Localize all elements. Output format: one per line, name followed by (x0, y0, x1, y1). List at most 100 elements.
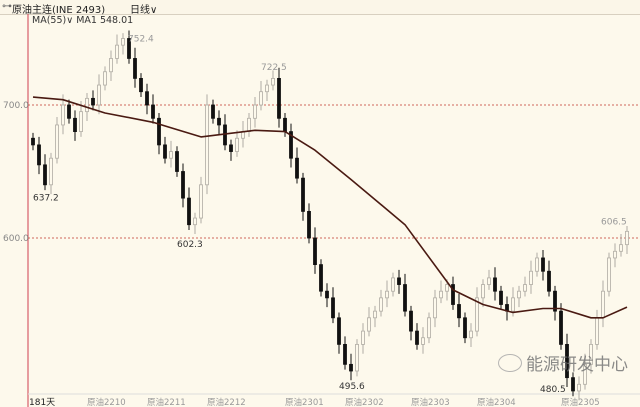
candle-up (373, 310, 377, 319)
candle-down (301, 177, 305, 212)
watermark: 能源研发中心 (498, 350, 628, 375)
candle-down (343, 343, 347, 365)
candle-up (271, 78, 275, 86)
x-tick-label: 原油2301 (285, 397, 324, 407)
candle-up (55, 124, 59, 159)
x-tick-label: 原油2305 (561, 397, 600, 407)
candle-up (355, 343, 359, 372)
indicator-legend: MA(55)∨ MA1 548.01 (32, 15, 133, 26)
candle-down (451, 284, 455, 305)
candle-down (397, 277, 401, 285)
price-annotation: 722.5 (261, 63, 287, 73)
candle-down (283, 117, 287, 133)
candle-down (337, 317, 341, 345)
candle-down (181, 171, 185, 199)
candle-down (133, 58, 137, 79)
candle-down (493, 277, 497, 292)
candle-up (475, 297, 479, 332)
y-tick-label: 600.0 (3, 234, 29, 244)
candle-down (145, 91, 149, 106)
candle-down (415, 330, 419, 345)
candle-up (445, 284, 449, 292)
candle-down (313, 237, 317, 266)
candle-up (523, 284, 527, 292)
candle-up (589, 343, 593, 365)
candle-up (577, 383, 581, 392)
candle-down (139, 78, 143, 93)
price-annotation: 602.3 (177, 240, 203, 250)
candle-down (37, 144, 41, 166)
candle-down (295, 157, 299, 179)
candle-down (31, 137, 35, 146)
candle-down (217, 117, 221, 126)
candle-up (601, 290, 605, 319)
candle-down (349, 363, 353, 372)
candle-up (199, 184, 203, 219)
candle-up (421, 337, 425, 345)
x-tick-label: 原油2304 (477, 397, 516, 407)
candle-up (511, 297, 515, 312)
price-annotation: 637.2 (33, 194, 59, 204)
candle-down (559, 310, 563, 345)
x-tick-label: 原油2212 (207, 397, 246, 407)
candle-down (277, 78, 281, 119)
x-tick-label: 原油2211 (147, 397, 186, 407)
candle-up (169, 151, 173, 159)
ma-value: MA1 548.01 (76, 15, 134, 26)
candle-down (403, 284, 407, 312)
candle-up (469, 330, 473, 339)
candle-up (361, 330, 365, 345)
candle-up (61, 104, 65, 126)
candle-up (109, 58, 113, 73)
candle-up (487, 277, 491, 285)
candle-down (499, 290, 503, 305)
candle-up (265, 84, 269, 93)
chart-icon: ⊶ (2, 1, 12, 12)
candle-up (235, 137, 239, 152)
wechat-icon (498, 354, 522, 372)
candle-up (121, 38, 125, 46)
candle-down (463, 317, 467, 339)
candle-up (535, 257, 539, 272)
candle-up (517, 290, 521, 299)
candle-up (583, 363, 587, 385)
period-dropdown[interactable]: 日线∨ (130, 5, 158, 16)
price-annotation: 606.5 (601, 217, 627, 227)
candle-down (175, 151, 179, 172)
x-tick-label: 原油2303 (411, 397, 450, 407)
candle-down (91, 97, 95, 106)
symbol-title[interactable]: 原油主连(INE 2493) (12, 5, 106, 16)
candle-up (427, 317, 431, 339)
candle-down (457, 304, 461, 319)
price-annotation: 480.5 (540, 385, 566, 395)
candle-up (205, 104, 209, 186)
candle-up (247, 117, 251, 133)
price-annotation: 752.4 (128, 34, 154, 44)
candle-up (49, 157, 53, 186)
chart-header: ⊶ 原油主连(INE 2493) 日线∨ (0, 0, 640, 16)
candle-down (409, 310, 413, 332)
candle-down (43, 164, 47, 186)
candle-down (73, 117, 77, 133)
candle-up (259, 91, 263, 106)
candle-down (163, 144, 167, 159)
candle-up (613, 250, 617, 259)
candle-down (67, 104, 71, 119)
x-tick-label: 原油2210 (87, 397, 126, 407)
candle-up (619, 244, 623, 252)
ma-line (32, 96, 628, 319)
candle-down (157, 117, 161, 146)
candle-up (625, 230, 629, 246)
y-tick-label: 700.0 (3, 101, 29, 111)
candle-up (85, 97, 89, 113)
candle-up (253, 104, 257, 119)
candle-down (151, 104, 155, 119)
candle-up (439, 290, 443, 299)
candle-down (211, 104, 215, 119)
candle-down (553, 290, 557, 312)
indicator-dropdown[interactable]: MA(55)∨ (32, 15, 74, 26)
candle-down (307, 210, 311, 239)
x-tick-label: 原油2302 (345, 397, 384, 407)
